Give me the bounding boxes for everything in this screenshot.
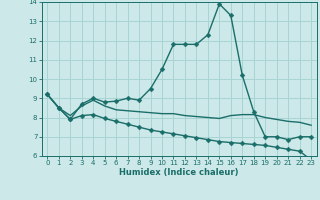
X-axis label: Humidex (Indice chaleur): Humidex (Indice chaleur) [119,168,239,177]
